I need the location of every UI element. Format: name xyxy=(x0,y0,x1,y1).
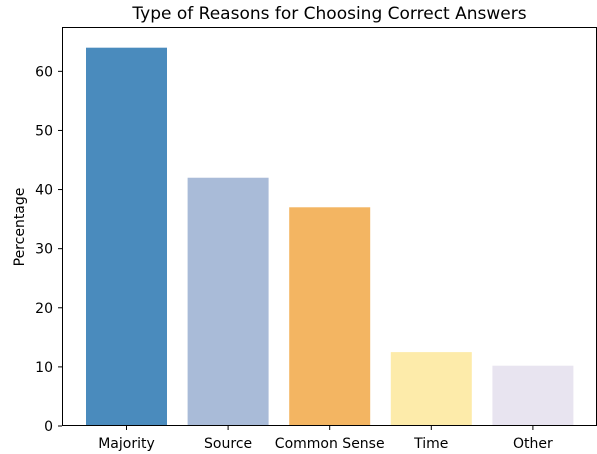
bar-other xyxy=(492,365,574,426)
y-axis-label: Percentage xyxy=(12,188,28,267)
y-axis-ticks: 0 10 20 30 40 50 60 xyxy=(35,64,62,435)
y-tick-label: 10 xyxy=(35,360,53,376)
x-axis-ticks: Majority Source Common Sense Time Other xyxy=(98,426,553,452)
x-tick-label: Common Sense xyxy=(275,436,385,452)
bar-time xyxy=(390,352,472,426)
bar-source xyxy=(187,177,269,426)
x-tick-label: Time xyxy=(413,436,448,452)
bar-common-sense xyxy=(289,207,371,426)
x-tick-label: Other xyxy=(513,436,553,452)
y-tick-label: 0 xyxy=(44,419,53,435)
x-tick-label: Majority xyxy=(98,436,155,452)
x-tick-label: Source xyxy=(204,436,252,452)
y-tick-label: 30 xyxy=(35,242,53,258)
chart-title: Type of Reasons for Choosing Correct Ans… xyxy=(131,4,526,24)
bars-group xyxy=(86,47,574,426)
bar-majority xyxy=(86,47,167,426)
y-tick-label: 50 xyxy=(35,123,53,139)
y-tick-label: 60 xyxy=(35,64,53,80)
y-tick-label: 20 xyxy=(35,301,53,317)
y-tick-label: 40 xyxy=(35,183,53,199)
